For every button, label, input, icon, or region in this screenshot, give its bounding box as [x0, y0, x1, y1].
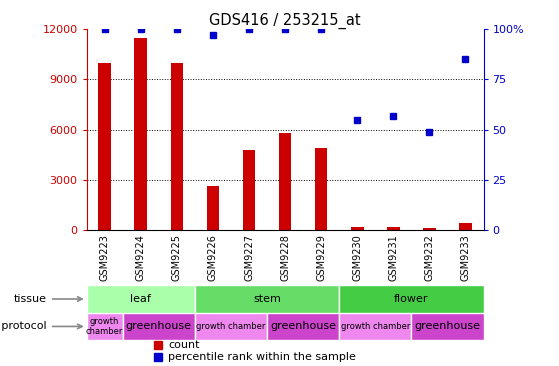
Text: stem: stem [253, 294, 281, 304]
Text: GSM9228: GSM9228 [280, 234, 290, 281]
Text: GSM9225: GSM9225 [172, 234, 182, 281]
Text: greenhouse: greenhouse [126, 321, 192, 332]
Text: percentile rank within the sample: percentile rank within the sample [168, 352, 356, 362]
Bar [279, 133, 291, 230]
Bar [315, 148, 328, 230]
Text: GSM9224: GSM9224 [136, 234, 146, 281]
Bar [423, 228, 435, 230]
Text: leaf: leaf [130, 294, 151, 304]
Text: growth
chamber: growth chamber [86, 317, 124, 336]
Text: GSM9233: GSM9233 [461, 234, 471, 281]
Bar [243, 150, 255, 230]
Bar [411, 313, 484, 340]
Text: tissue: tissue [14, 294, 82, 304]
Bar [459, 223, 472, 230]
Bar [207, 186, 219, 230]
Text: GSM9231: GSM9231 [389, 234, 399, 281]
Bar [339, 313, 411, 340]
Text: greenhouse: greenhouse [270, 321, 336, 332]
Text: growth protocol: growth protocol [0, 321, 82, 332]
Text: growth chamber: growth chamber [196, 322, 266, 331]
Bar [123, 313, 195, 340]
Text: GSM9229: GSM9229 [316, 234, 326, 281]
Text: GSM9223: GSM9223 [100, 234, 110, 281]
Text: count: count [168, 340, 200, 350]
Text: GSM9226: GSM9226 [208, 234, 218, 281]
Text: growth chamber: growth chamber [340, 322, 410, 331]
Bar [351, 227, 363, 230]
Bar [87, 285, 195, 313]
Text: flower: flower [394, 294, 429, 304]
Text: GSM9227: GSM9227 [244, 234, 254, 281]
Text: greenhouse: greenhouse [414, 321, 480, 332]
Bar [267, 313, 339, 340]
Bar [98, 63, 111, 230]
Bar [195, 285, 339, 313]
Bar [195, 313, 267, 340]
Bar [339, 285, 484, 313]
Title: GDS416 / 253215_at: GDS416 / 253215_at [209, 13, 361, 29]
Bar [87, 313, 123, 340]
Bar [387, 227, 400, 230]
Bar [170, 63, 183, 230]
Bar [135, 38, 147, 230]
Text: GSM9232: GSM9232 [424, 234, 434, 281]
Text: GSM9230: GSM9230 [352, 234, 362, 281]
